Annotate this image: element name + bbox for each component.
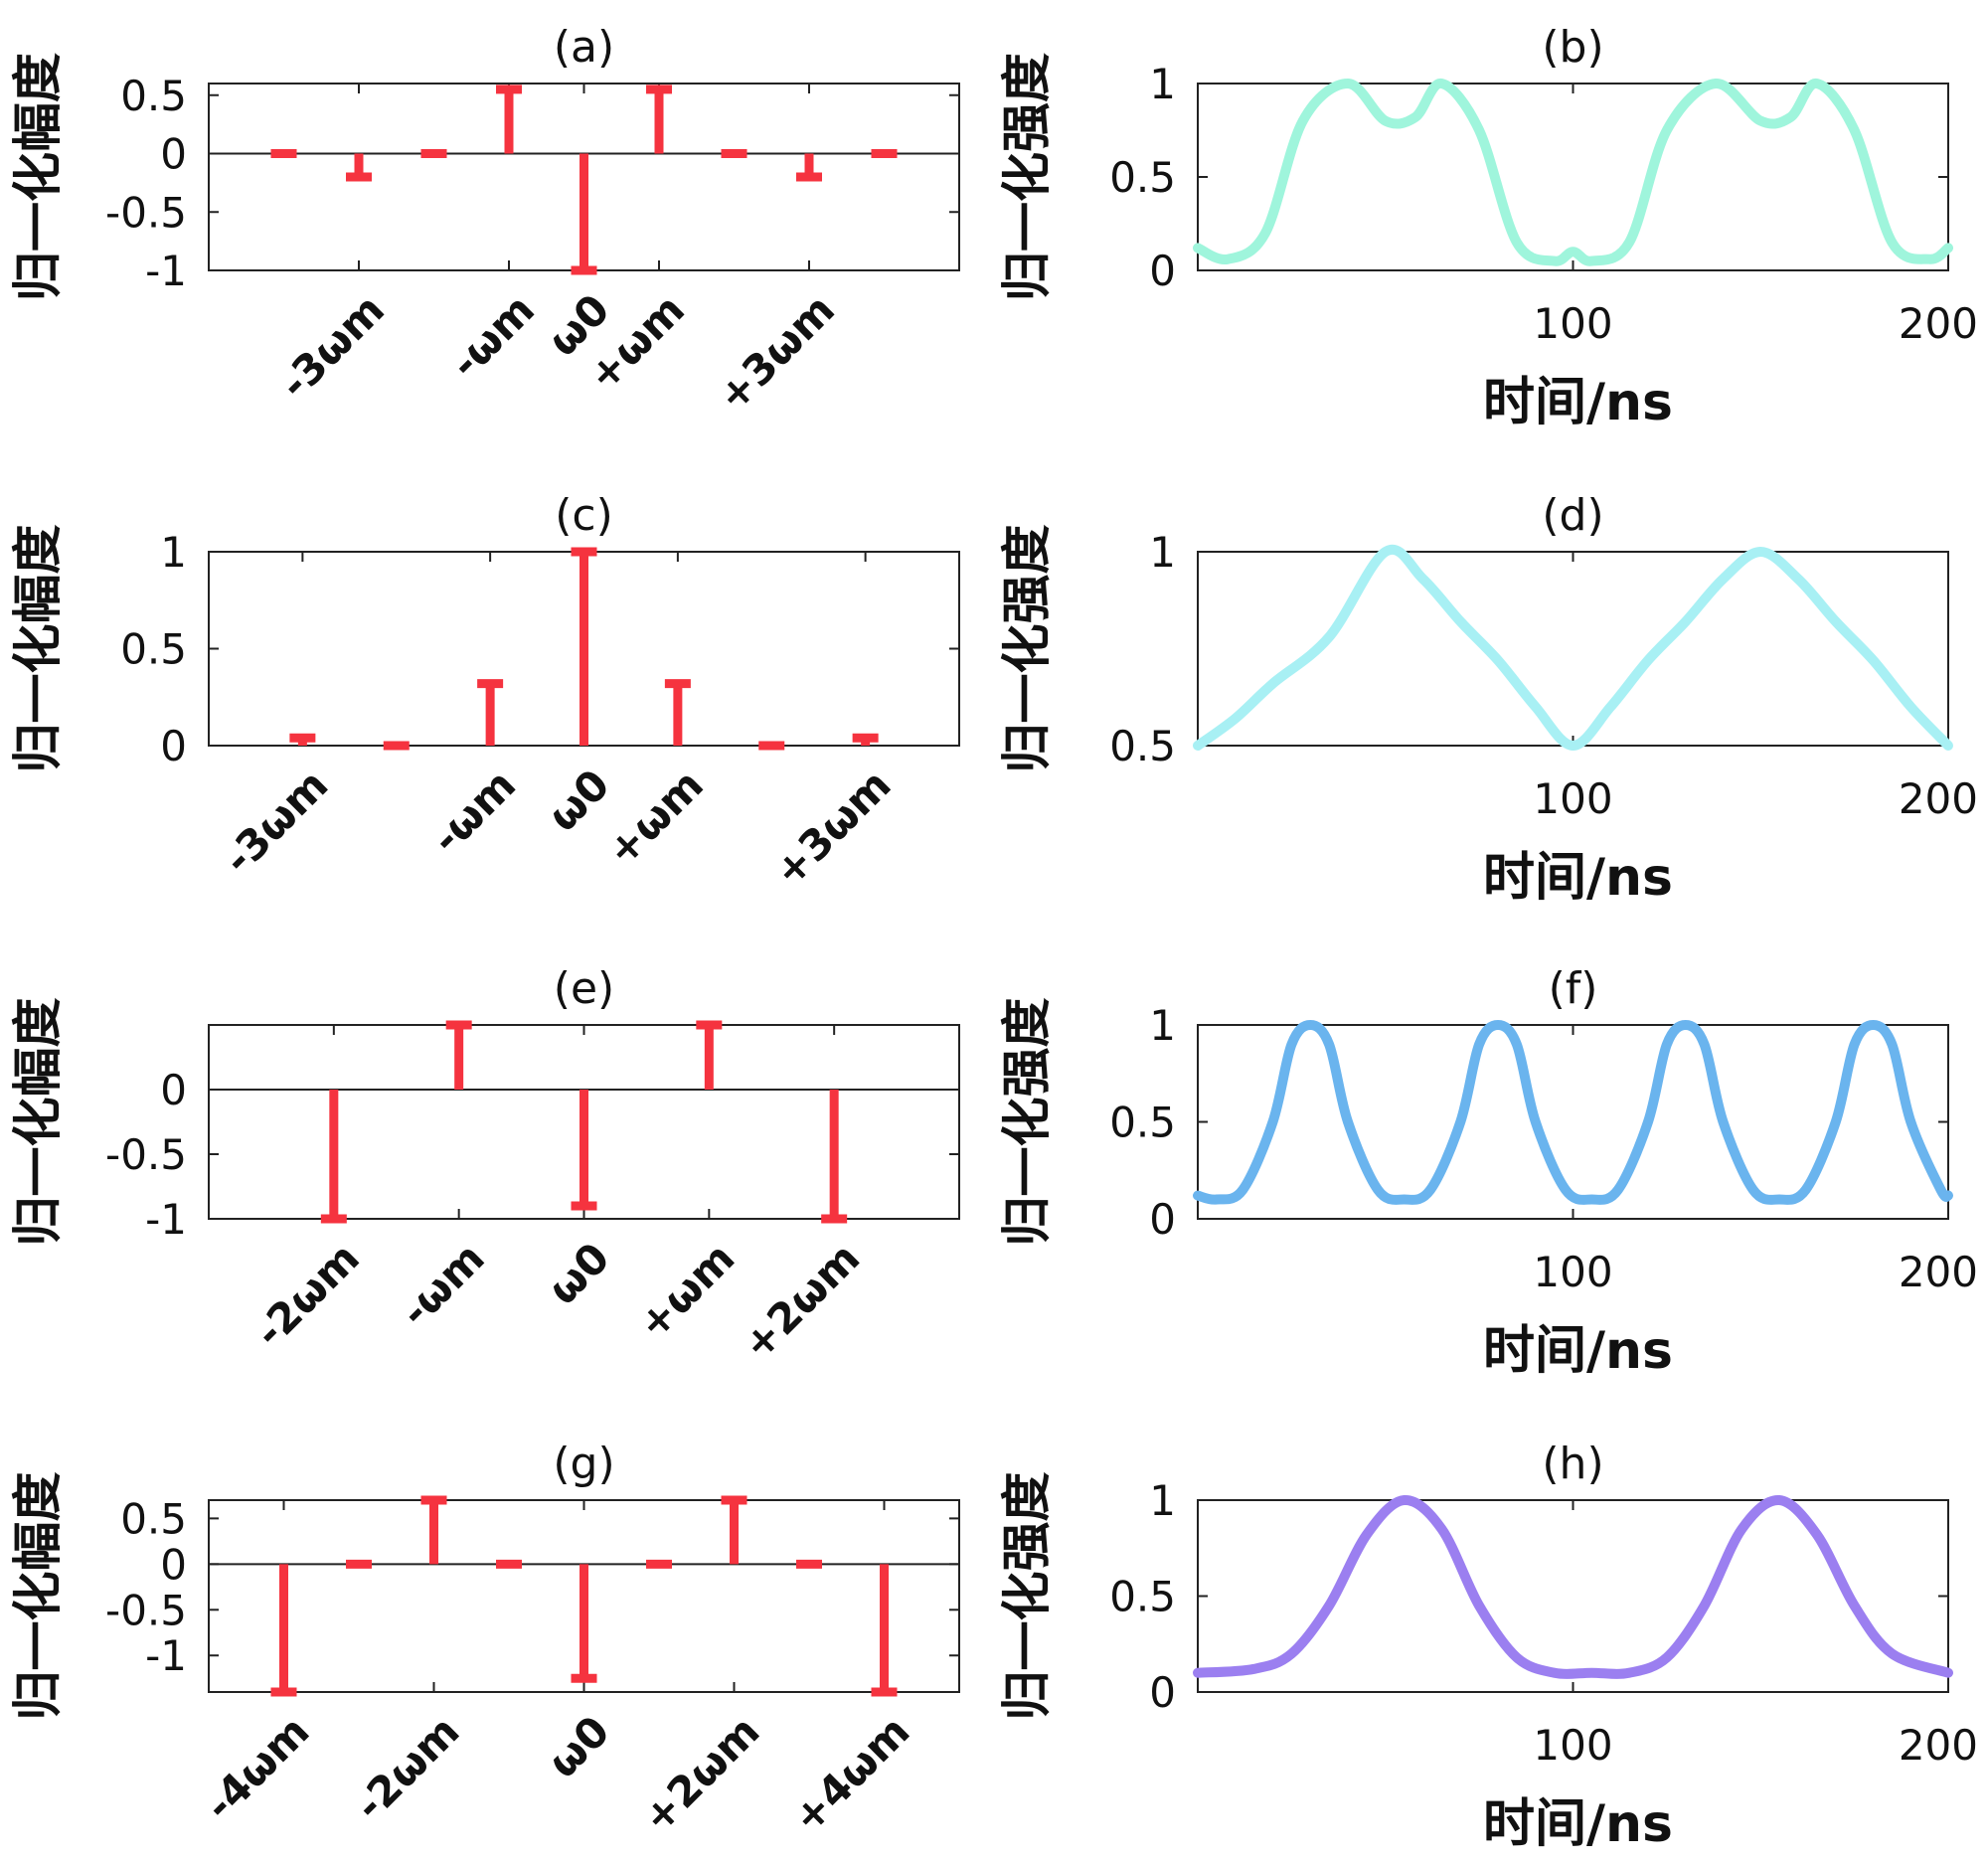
x-category-label: -3ωm	[270, 284, 394, 408]
y-tick-label: 0	[160, 1066, 187, 1114]
y-axis-label: 归一化幅度	[9, 525, 67, 773]
x-axis-label: 时间/ns	[1483, 1321, 1673, 1381]
y-tick-label: -1	[145, 1631, 187, 1680]
y-tick-label: 0	[1149, 1195, 1176, 1244]
panel-title: (h)	[1542, 1439, 1603, 1489]
panel-title: (b)	[1542, 22, 1603, 73]
panel-b: (b) 归一化强度 0 0.5 1 100 200 时间/ns	[998, 22, 1978, 432]
y-tick-label: 0	[1149, 247, 1176, 295]
x-tick-label: 100	[1533, 299, 1612, 348]
x-axis-label: 时间/ns	[1483, 373, 1673, 432]
x-axis-label: 时间/ns	[1483, 1794, 1673, 1854]
x-category-label: -ωm	[440, 284, 544, 388]
y-axis-label: 归一化强度	[998, 53, 1056, 301]
panel-title: (c)	[555, 490, 613, 541]
y-tick-label: 0	[160, 1540, 187, 1589]
panel-g: (g) 归一化幅度 0.50-0.5-1-4ωm -2ωm ω0 +2ωm +4ωm	[9, 1439, 960, 1842]
panel-title: (f)	[1549, 963, 1598, 1014]
y-tick-label: -1	[145, 1195, 187, 1244]
y-tick-label: 0.5	[120, 1494, 187, 1543]
panel-d: (d) 归一化强度 0.5 1 100 200 时间/ns	[998, 490, 1978, 908]
y-tick-label: 0.5	[1109, 153, 1176, 202]
y-tick-label: 0	[1149, 1668, 1176, 1717]
panel-title: (d)	[1542, 490, 1603, 541]
y-tick-label: 1	[1149, 1001, 1176, 1050]
plot-frame	[1197, 1499, 1949, 1693]
x-category-label: +4ωm	[783, 1706, 919, 1842]
x-category-label: +2ωm	[633, 1706, 769, 1842]
y-tick-label: 0.5	[1109, 722, 1176, 770]
y-tick-label: 0.5	[1109, 1099, 1176, 1147]
x-tick-label: 100	[1533, 1721, 1612, 1770]
x-category-label: +2ωm	[733, 1233, 869, 1369]
y-tick-label: -0.5	[105, 188, 187, 237]
y-tick-label: 0.5	[120, 72, 187, 120]
y-axis-label: 归一化幅度	[9, 1472, 67, 1721]
x-axis-label: 时间/ns	[1483, 848, 1673, 908]
x-category-label: +3ωm	[708, 284, 844, 421]
y-axis-label: 归一化强度	[998, 1472, 1056, 1721]
y-tick-label: 0	[160, 130, 187, 179]
x-category-label: -ωm	[391, 1233, 494, 1336]
x-category-label: -3ωm	[214, 760, 337, 883]
x-tick-label: 200	[1899, 299, 1978, 348]
y-axis-label: 归一化幅度	[9, 998, 67, 1247]
panel-h: (h) 归一化强度 0 0.5 1 100 200 时间/ns	[998, 1439, 1978, 1854]
x-category-label: ω0	[538, 1706, 618, 1786]
y-axis-label: 归一化强度	[998, 998, 1056, 1247]
y-tick-label: 1	[1149, 60, 1176, 108]
intensity-curve	[1193, 544, 1953, 751]
x-category-label: ω0	[538, 760, 618, 840]
y-tick-label: -0.5	[105, 1586, 187, 1634]
intensity-curve	[1193, 1495, 1953, 1679]
y-tick-label: -0.5	[105, 1130, 187, 1179]
x-category-label: -ωm	[421, 760, 525, 863]
intensity-curve	[1193, 1020, 1953, 1205]
panel-f: (f) 归一化强度 0 0.5 1 100 200 时间/ns	[998, 963, 1978, 1381]
y-axis-label: 归一化幅度	[9, 53, 67, 301]
y-tick-label: -1	[145, 247, 187, 295]
x-tick-label: 200	[1899, 1721, 1978, 1770]
panel-e: (e) 归一化幅度 0 -0.5 -1 -2ωm -ωm ω0 +ωm+2ωm	[9, 963, 960, 1369]
y-tick-label: 1	[160, 528, 187, 577]
x-tick-label: 200	[1899, 1248, 1978, 1296]
y-tick-label: 0	[160, 722, 187, 770]
x-category-label: +ωm	[628, 1233, 744, 1348]
y-tick-label: 1	[1149, 528, 1176, 577]
panel-title: (e)	[554, 963, 614, 1014]
x-tick-label: 200	[1899, 774, 1978, 823]
y-tick-label: 0.5	[1109, 1573, 1176, 1621]
y-tick-label: 0.5	[120, 625, 187, 674]
x-category-label: ω0	[538, 1233, 618, 1313]
intensity-curve	[1193, 79, 1953, 266]
x-category-label: -4ωm	[195, 1706, 318, 1829]
y-tick-label: 1	[1149, 1476, 1176, 1525]
x-category-label: -2ωm	[345, 1706, 468, 1829]
panel-title: (a)	[554, 22, 614, 73]
panel-title: (g)	[553, 1439, 614, 1489]
x-category-label: +3ωm	[764, 760, 901, 896]
x-tick-label: 100	[1533, 774, 1612, 823]
panel-c: (c) 归一化幅度 1 0.5 0 -3ωm -ωm ω0+ωm +3ωm	[9, 490, 960, 896]
x-category-label: -2ωm	[245, 1233, 368, 1356]
x-category-label: +ωm	[597, 760, 713, 875]
y-axis-label: 归一化强度	[998, 525, 1056, 773]
x-tick-label: 100	[1533, 1248, 1612, 1296]
